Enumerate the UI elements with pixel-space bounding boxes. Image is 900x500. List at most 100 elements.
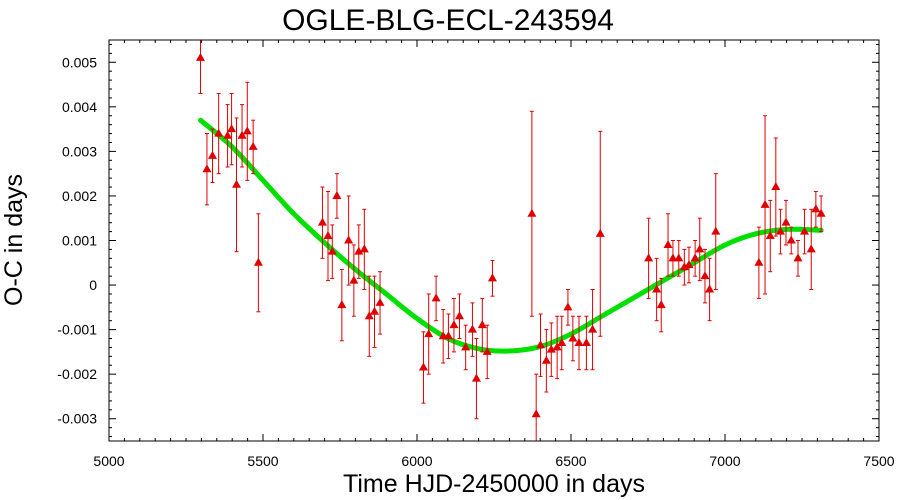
data-point bbox=[595, 130, 605, 337]
triangle-marker bbox=[424, 329, 434, 338]
ticks-layer bbox=[108, 40, 880, 441]
triangle-marker bbox=[323, 231, 333, 240]
data-point bbox=[652, 257, 662, 322]
data-point bbox=[786, 226, 796, 255]
data-point bbox=[449, 297, 459, 353]
data-point bbox=[644, 217, 654, 299]
triangle-marker bbox=[695, 244, 705, 253]
triangle-marker bbox=[700, 271, 710, 280]
triangle-marker bbox=[487, 273, 497, 282]
data-point bbox=[679, 248, 689, 286]
data-point bbox=[232, 117, 242, 253]
triangle-marker bbox=[449, 320, 459, 329]
triangle-marker bbox=[531, 409, 541, 418]
data-point bbox=[695, 217, 705, 282]
data-point bbox=[806, 208, 816, 291]
data-point bbox=[477, 297, 487, 353]
data-point bbox=[364, 275, 374, 357]
triangle-marker bbox=[679, 262, 689, 271]
data-point bbox=[765, 199, 775, 273]
triangle-marker bbox=[202, 164, 212, 173]
triangle-marker bbox=[711, 226, 721, 235]
y-tick-label: -0.001 bbox=[57, 322, 97, 338]
data-point bbox=[424, 293, 434, 375]
triangle-marker bbox=[806, 244, 816, 253]
data-point bbox=[461, 324, 471, 371]
data-point bbox=[754, 226, 764, 299]
triangle-marker bbox=[705, 284, 715, 293]
data-point bbox=[775, 208, 785, 255]
triangle-marker bbox=[656, 300, 666, 309]
triangle-marker bbox=[349, 275, 359, 284]
y-tick-labels: -0.003 -0.002 -0.001 0 0.001 0.002 0.003 0.004 0… bbox=[57, 54, 97, 426]
data-point bbox=[359, 208, 369, 291]
triangle-marker bbox=[663, 239, 673, 248]
data-point bbox=[816, 195, 826, 233]
chart-title: OGLE-BLG-ECL-243594 bbox=[282, 4, 614, 37]
triangle-marker bbox=[467, 324, 477, 333]
triangle-marker bbox=[337, 300, 347, 309]
data-point bbox=[705, 257, 715, 322]
data-point bbox=[455, 293, 465, 340]
triangle-marker bbox=[563, 302, 573, 311]
triangle-marker bbox=[588, 324, 598, 333]
triangle-marker bbox=[644, 253, 654, 262]
triangle-marker bbox=[754, 257, 764, 266]
triangle-marker bbox=[765, 231, 775, 240]
data-point bbox=[527, 110, 537, 317]
triangle-marker bbox=[536, 340, 546, 349]
triangle-marker bbox=[546, 344, 556, 353]
data-point bbox=[656, 277, 666, 333]
data-point bbox=[536, 313, 546, 377]
triangle-marker bbox=[471, 373, 481, 382]
triangle-marker bbox=[354, 246, 364, 255]
triangle-marker bbox=[223, 130, 233, 139]
triangle-marker bbox=[775, 226, 785, 235]
data-point bbox=[487, 260, 497, 297]
data-point bbox=[242, 81, 252, 181]
data-point bbox=[574, 315, 584, 371]
triangle-marker bbox=[359, 244, 369, 253]
triangle-marker bbox=[455, 311, 465, 320]
triangle-marker bbox=[431, 293, 441, 302]
x-tick-label: 5500 bbox=[247, 453, 278, 469]
data-point bbox=[431, 275, 441, 322]
triangle-marker bbox=[237, 130, 247, 139]
data-point bbox=[223, 104, 233, 168]
data-point bbox=[793, 240, 803, 277]
y-tick-label: 0 bbox=[89, 277, 97, 293]
data-point bbox=[349, 244, 359, 317]
data-point bbox=[568, 315, 578, 362]
y-tick-label: 0.005 bbox=[62, 54, 97, 70]
data-point bbox=[771, 137, 781, 237]
fit-layer bbox=[197, 117, 824, 354]
triangle-marker bbox=[327, 246, 337, 255]
data-point bbox=[248, 119, 258, 175]
triangle-marker bbox=[652, 284, 662, 293]
triangle-marker bbox=[568, 333, 578, 342]
triangle-marker bbox=[317, 217, 327, 226]
triangle-marker bbox=[375, 297, 385, 306]
triangle-marker bbox=[461, 342, 471, 351]
x-tick-label: 7500 bbox=[863, 453, 894, 469]
triangle-marker bbox=[684, 260, 694, 269]
triangle-marker bbox=[242, 126, 252, 135]
triangle-marker bbox=[816, 208, 826, 217]
data-point bbox=[552, 315, 562, 380]
y-tick-label: 0.003 bbox=[62, 143, 97, 159]
triangle-marker bbox=[418, 362, 428, 371]
data-point bbox=[443, 313, 453, 360]
fit-curve bbox=[197, 117, 824, 354]
triangle-marker bbox=[207, 150, 217, 159]
triangle-marker bbox=[799, 226, 809, 235]
x-axis-label: Time HJD-2450000 in days bbox=[343, 470, 645, 498]
data-point bbox=[237, 104, 247, 168]
data-point bbox=[207, 128, 217, 184]
triangle-marker bbox=[552, 342, 562, 351]
data-point bbox=[482, 324, 492, 380]
triangle-marker bbox=[482, 346, 492, 355]
data-point bbox=[332, 173, 342, 219]
triangle-marker bbox=[443, 331, 453, 340]
data-point bbox=[663, 213, 673, 277]
data-point bbox=[588, 289, 598, 371]
